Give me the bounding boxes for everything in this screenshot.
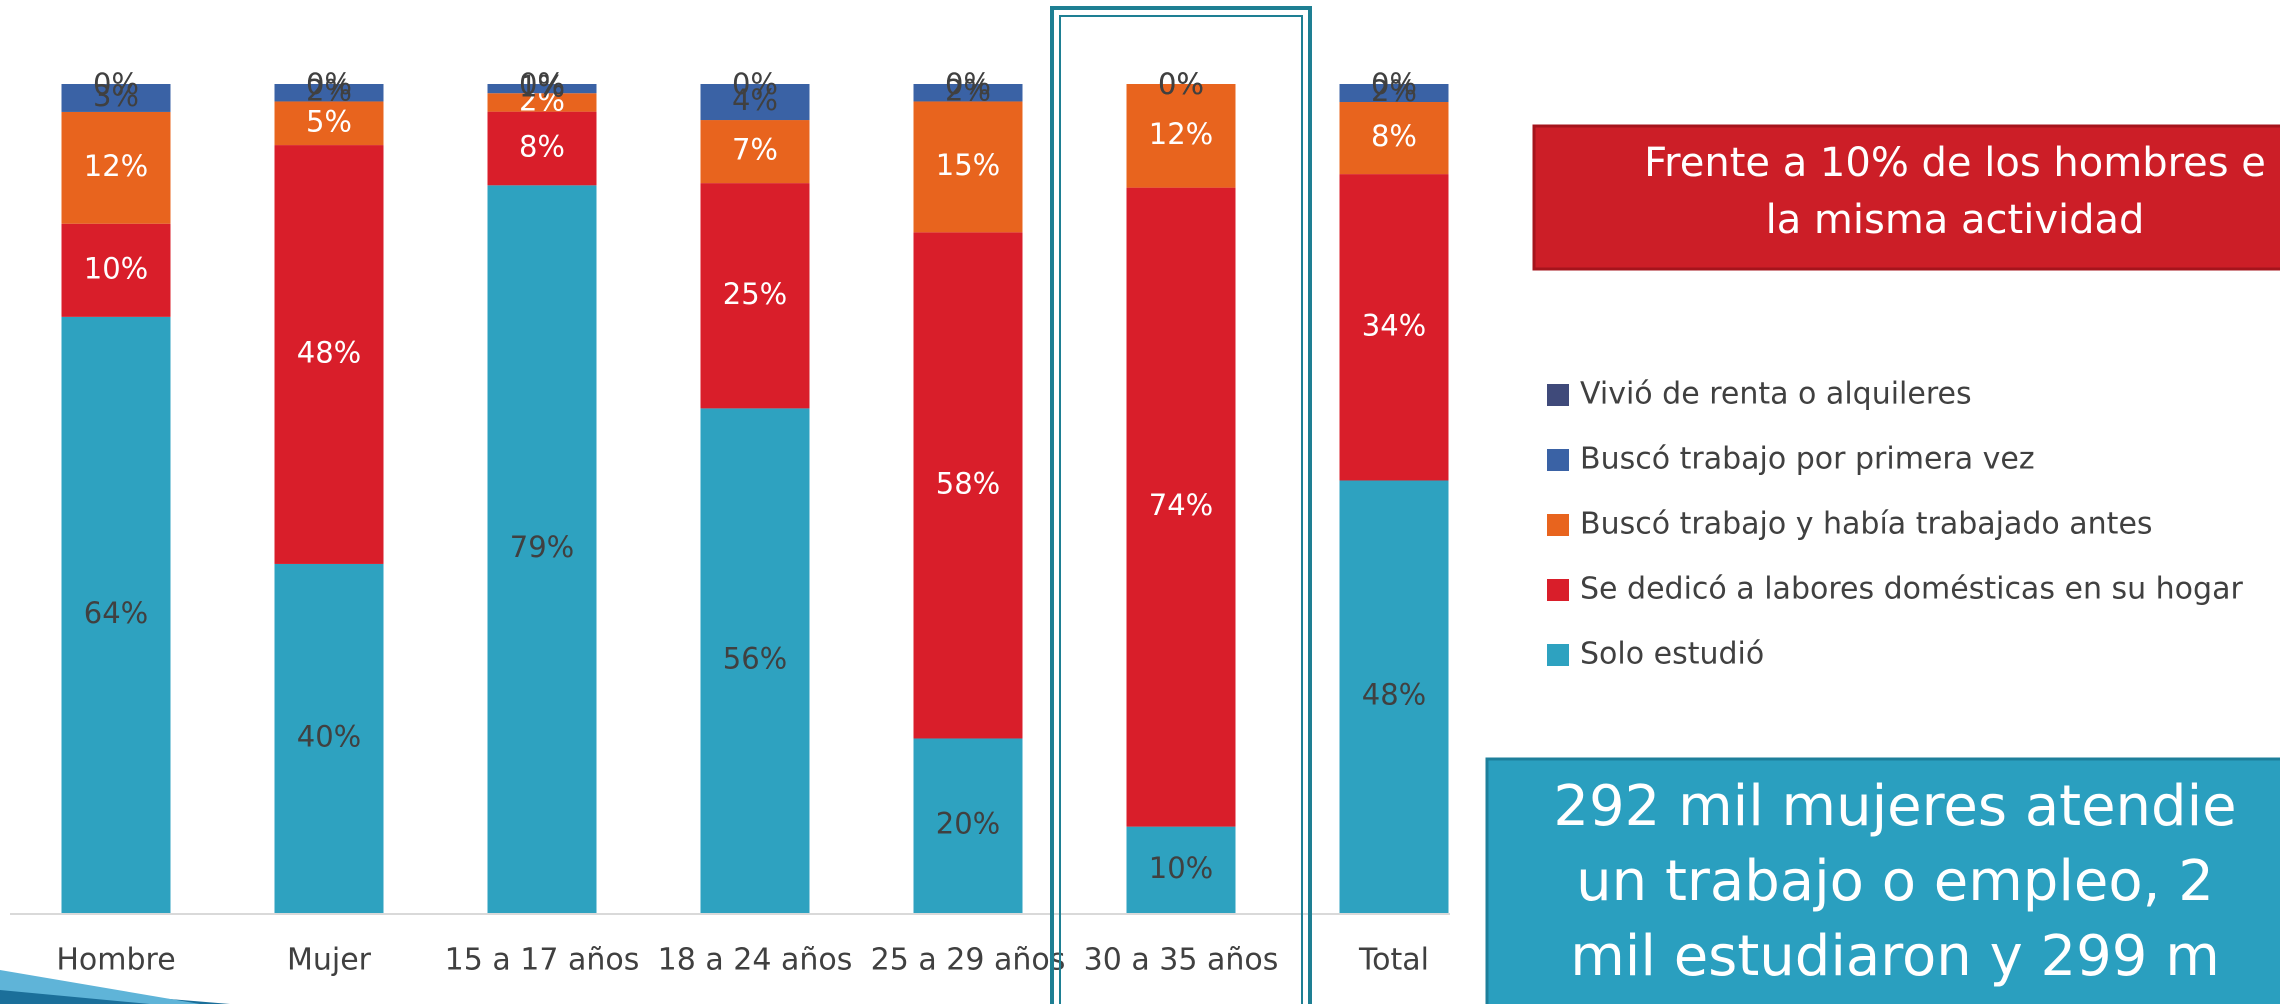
x-tick-label: 18 a 24 años [658, 943, 853, 978]
teal-callout [1485, 757, 2280, 1004]
red-callout [1532, 124, 2280, 271]
legend-label: Vivió de renta o alquileres [1580, 377, 1972, 412]
bar-segment [1126, 826, 1236, 913]
highlight-box [1050, 6, 1312, 1004]
x-tick-label: Hombre [56, 943, 175, 978]
data-label: 25% [723, 277, 787, 311]
data-label: 2% [306, 74, 352, 108]
data-label: 10% [1149, 851, 1213, 885]
bar-segment [1339, 84, 1449, 103]
bar-segment [913, 232, 1023, 739]
bar-segment [700, 120, 810, 184]
data-label: 64% [84, 596, 148, 630]
data-label: 2% [1371, 74, 1417, 108]
bar-segment [700, 183, 810, 409]
data-label: 0% [306, 67, 352, 101]
decor [0, 970, 200, 1004]
data-label: 4% [732, 83, 778, 117]
bar-segment [1126, 84, 1236, 188]
legend-label: Solo estudió [1580, 637, 1764, 672]
legend-label: Buscó trabajo por primera vez [1580, 442, 2035, 477]
data-label: 56% [723, 642, 787, 676]
bar-segment [487, 93, 597, 112]
bar-segment [913, 101, 1023, 233]
data-label: 15% [936, 148, 1000, 182]
x-tick-label: 30 a 35 años [1084, 943, 1279, 978]
data-label: 10% [84, 251, 148, 285]
bar-segment [61, 84, 171, 112]
callout-text: la misma actividad [1766, 197, 2145, 243]
x-tick-label: 15 a 17 años [445, 943, 640, 978]
bar-segment [274, 101, 384, 146]
bar-segment [274, 563, 384, 913]
data-label: 0% [1158, 67, 1204, 101]
data-label: 79% [510, 530, 574, 564]
data-label: 8% [519, 129, 565, 163]
data-label: 74% [1149, 488, 1213, 522]
legend-swatch [1547, 514, 1569, 536]
data-label: 48% [1362, 678, 1426, 712]
data-label: 0% [1158, 67, 1204, 101]
data-label: 1% [519, 70, 565, 104]
bar-segment [274, 145, 384, 564]
data-label: 20% [936, 807, 1000, 841]
bar-segment [487, 84, 597, 94]
legend-swatch [1547, 579, 1569, 601]
bar-segment [274, 84, 384, 102]
legend-swatch [1547, 644, 1569, 666]
bar-segment [487, 185, 597, 914]
x-tick-label: 25 a 29 años [871, 943, 1066, 978]
data-label: 48% [297, 336, 361, 370]
bar-segment [61, 316, 171, 913]
data-label: 7% [732, 133, 778, 167]
data-label: 0% [732, 67, 778, 101]
bar-segment [913, 738, 1023, 913]
data-label: 0% [1371, 67, 1417, 101]
data-label: 58% [936, 466, 1000, 500]
data-label: 5% [306, 104, 352, 138]
x-tick-label: Total [1358, 943, 1429, 978]
callout-text: Frente a 10% de los hombres e [1644, 140, 2266, 186]
bar-segment [913, 84, 1023, 102]
legend-label: Buscó trabajo y había trabajado antes [1580, 507, 2153, 542]
x-tick-label: Mujer [287, 943, 372, 978]
legend-swatch [1547, 449, 1569, 471]
data-label: 3% [93, 79, 139, 113]
bar-segment [700, 408, 810, 913]
callout-text: 292 mil mujeres atendie [1553, 774, 2236, 839]
highlight-box [1059, 15, 1303, 1004]
bar-segment [61, 111, 171, 224]
callout-text: mil estudiaron y 299 m [1570, 924, 2220, 989]
data-label: 0% [945, 67, 991, 101]
bar-segment [700, 84, 810, 121]
bar-segment [1339, 102, 1449, 175]
bar-segment [1339, 174, 1449, 481]
bar-segment [61, 223, 171, 317]
data-label: 34% [1362, 308, 1426, 342]
data-label: 2% [945, 74, 991, 108]
legend-swatch [1547, 384, 1569, 406]
data-label: 12% [84, 149, 148, 183]
data-label: 0% [93, 67, 139, 101]
bar-segment [487, 111, 597, 186]
legend-label: Se dedicó a labores domésticas en su hog… [1580, 572, 2243, 607]
data-label: 12% [1149, 117, 1213, 151]
callout-text: un trabajo o empleo, 2 [1576, 849, 2214, 914]
data-label: 8% [1371, 119, 1417, 153]
bar-segment [1339, 480, 1449, 913]
data-label: 40% [297, 719, 361, 753]
data-label: 0% [519, 67, 565, 101]
bar-segment [1126, 187, 1236, 827]
